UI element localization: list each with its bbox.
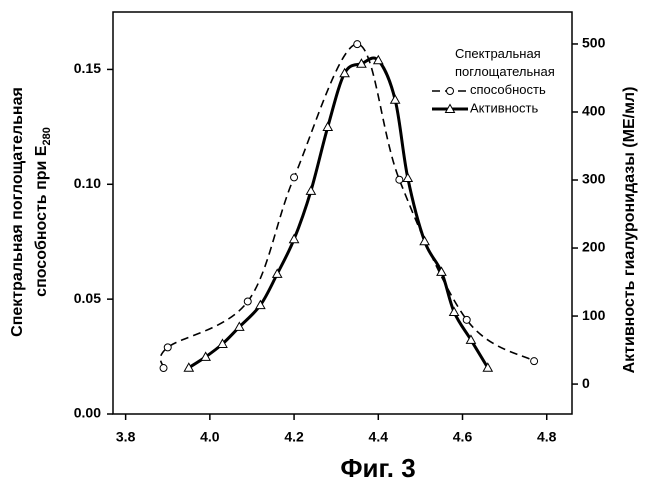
y-tick-label: 0.05	[74, 290, 101, 306]
y2-tick-label: 200	[582, 239, 606, 255]
marker	[531, 358, 538, 365]
marker	[323, 122, 332, 130]
x-tick-label: 4.4	[369, 429, 389, 445]
legend-label: Спектральная поглощательная способность	[455, 46, 555, 97]
y-axis-label-line: Спектральная поглощательная	[9, 87, 26, 337]
marker	[160, 365, 167, 372]
legend-label: Активность	[470, 100, 538, 115]
caption: Фиг. 3	[340, 453, 415, 483]
marker	[396, 176, 403, 183]
x-tick-label: 4.6	[453, 429, 473, 445]
y-axis-label-subscript: 280	[41, 127, 53, 145]
marker	[450, 307, 459, 315]
legend-label-line: способность	[470, 82, 546, 97]
y2-tick-label: 100	[582, 307, 606, 323]
x-tick-label: 4.2	[284, 429, 304, 445]
y2-tick-label: 300	[582, 171, 606, 187]
y-tick-label: 0.15	[74, 60, 101, 76]
y2-tick-label: 0	[582, 375, 590, 391]
x-tick-label: 3.8	[116, 429, 136, 445]
series-line	[189, 58, 488, 368]
marker	[244, 298, 251, 305]
marker	[164, 344, 171, 351]
marker	[391, 95, 400, 103]
y2-tick-label: 400	[582, 103, 606, 119]
marker	[306, 186, 315, 194]
legend-label-line: поглощательная	[455, 64, 555, 79]
marker	[463, 316, 470, 323]
y2-axis-label: Активность гиалуронидазы (МЕ/мл)	[621, 87, 638, 374]
marker	[290, 235, 299, 243]
y-axis-label-line: способность при E280	[33, 127, 53, 297]
marker	[403, 173, 412, 181]
y-tick-label: 0.00	[74, 405, 101, 421]
marker	[420, 237, 429, 245]
legend-label-line: Спектральная	[455, 46, 541, 61]
x-tick-label: 4.8	[537, 429, 557, 445]
y-axis-label: Спектральная поглощательная способность …	[9, 87, 53, 337]
y2-tick-label: 500	[582, 35, 606, 51]
x-tick-label: 4.0	[200, 429, 220, 445]
legend-marker	[447, 88, 454, 95]
marker	[291, 174, 298, 181]
marker	[354, 41, 361, 48]
y-axis-label-line: способность при E	[33, 145, 50, 297]
y-tick-label: 0.10	[74, 175, 101, 191]
